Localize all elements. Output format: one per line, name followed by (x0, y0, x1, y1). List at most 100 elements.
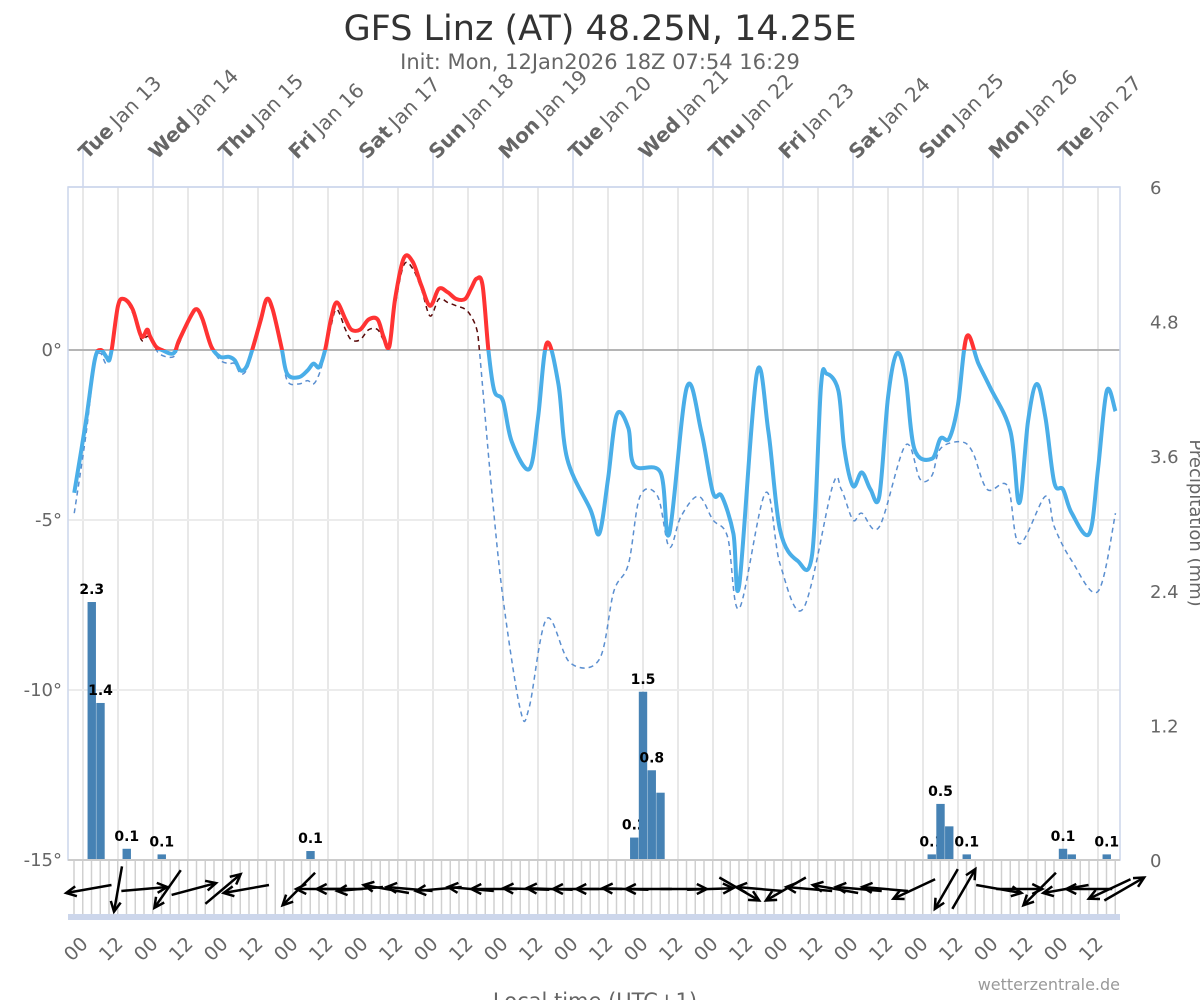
wind-arrow (109, 866, 124, 915)
precip-bar (1058, 848, 1068, 860)
wind-arrow-shaft (204, 873, 242, 905)
day-weekday: Wed (634, 112, 686, 164)
day-date: Jan 22 (735, 69, 798, 132)
hour-tick-label: 00 (970, 933, 1003, 966)
wind-arrow-head (1132, 876, 1147, 888)
wind-arrow-shaft (1088, 878, 1132, 900)
wind-arrow-shaft (223, 883, 270, 895)
hour-tick-label: 12 (235, 933, 268, 966)
hour-tick-label: 12 (165, 933, 198, 966)
temperature-axis: 0° -5° -10° -15° (24, 340, 62, 871)
wind-arrow-shaft (153, 869, 182, 909)
wind-arrow-head (599, 882, 614, 895)
wind-arrow (763, 876, 807, 902)
wind-arrow-shaft (835, 885, 882, 893)
precip-bar (630, 837, 639, 860)
precip-bar (647, 770, 656, 860)
wind-arrow-head (313, 882, 328, 896)
precipitation-tick-label: 6 (1150, 178, 1161, 199)
precip-bar-label: 2.3 (79, 582, 104, 598)
day-weekday: Tue (1054, 119, 1099, 164)
day-weekday: Wed (144, 112, 196, 164)
hour-tick-label: 00 (130, 933, 163, 966)
wind-arrow-head (1040, 885, 1055, 898)
precipitation-axis-title: Precipitation (mm) (1185, 439, 1200, 606)
precip-bar-label: 0.1 (1051, 829, 1076, 845)
hour-tick-label: 00 (900, 933, 933, 966)
day-date: Jan 19 (530, 65, 593, 128)
hour-tick-label: 12 (585, 933, 618, 966)
precip-bar-label: 1.5 (631, 672, 656, 688)
wind-arrow-head (500, 882, 515, 895)
wind-arrow-shaft (687, 886, 734, 892)
day-weekday: Sun (424, 116, 471, 163)
day-date: Jan 16 (306, 78, 369, 141)
wind-arrow-head (152, 896, 165, 911)
wind-arrow-head (109, 900, 122, 915)
wind-arrow-head (1086, 889, 1101, 901)
wind-arrow-shaft (765, 876, 807, 902)
precipitation-tick-label: 0 (1150, 851, 1161, 872)
precip-bar-label: 0.5 (928, 784, 953, 800)
wind-arrow-head (293, 882, 307, 896)
precip-bar (656, 792, 665, 860)
wind-arrow (1086, 878, 1132, 901)
chart-subtitle: Init: Mon, 12Jan2026 18Z 07:54 16:29 (400, 50, 800, 74)
precipitation-tick-label: 3.6 (1150, 447, 1179, 468)
hour-axis: 00 12 00 12 00 12 00 12 00 12 00 12 00 12 00 12 00 12 00 12… (60, 933, 1108, 966)
day-date: Jan 18 (456, 68, 519, 131)
wind-arrow-head (722, 882, 736, 895)
hour-tick-label: 12 (935, 933, 968, 966)
precip-bar (962, 854, 971, 860)
wind-arrow (204, 872, 243, 905)
hour-tick-label: 12 (725, 933, 758, 966)
precipitation-bars: 2.31.40.1 0.1 0.10.21.50.80.10.50.1 0.1 0.1 (79, 582, 1119, 860)
hour-tick-label: 00 (830, 933, 863, 966)
wind-arrow-shaft (933, 868, 959, 910)
precipitation-tick-label: 4.8 (1150, 313, 1179, 334)
wind-arrow-head (63, 885, 78, 898)
wind-arrow-shaft (1103, 876, 1145, 902)
precip-bar (122, 848, 131, 860)
credit-text: wetterzentrale.de (978, 975, 1120, 994)
wind-arrow (360, 880, 410, 895)
wind-arrow-head (810, 880, 824, 893)
wind-arrow (733, 881, 783, 894)
precip-bar (96, 702, 105, 860)
wind-arrow-shaft (1022, 871, 1057, 907)
wind-arrow-shaft (786, 885, 833, 893)
grid (68, 187, 1120, 861)
wind-arrow-head (413, 884, 427, 897)
precip-bar (638, 691, 648, 860)
hour-tick-label: 00 (270, 933, 303, 966)
hour-tick-label: 00 (690, 933, 723, 966)
temperature-tick-label: 0° (42, 340, 62, 361)
wind-arrow-head (623, 882, 637, 896)
day-date: Jan 13 (103, 71, 166, 134)
wind-arrow-head (965, 866, 977, 881)
day-date: Jan 23 (796, 78, 859, 141)
hour-tick-label: 00 (410, 933, 443, 966)
wind-arrow-shaft (951, 868, 977, 910)
hour-tick-label: 12 (445, 933, 478, 966)
precip-bar (1067, 854, 1076, 860)
wind-arrow-head (523, 882, 538, 895)
day-weekday: Tue (74, 119, 119, 164)
hour-tick-label: 00 (550, 933, 583, 966)
hour-tick-label: 00 (760, 933, 793, 966)
hour-tick-label: 12 (375, 933, 408, 966)
wind-arrow-head (468, 882, 482, 896)
temperature-tick-label: -15° (24, 850, 62, 871)
wind-arrow-head (229, 872, 243, 885)
wind-arrow (152, 869, 182, 911)
wind-arrow (220, 883, 270, 898)
wind-arrow (810, 880, 859, 895)
wind-arrow (1103, 876, 1147, 902)
day-date: Jan 15 (245, 69, 308, 132)
wind-arrow-head (833, 881, 847, 894)
wind-arrow-head (933, 897, 945, 912)
precip-bar-label: 0.1 (298, 831, 323, 847)
wind-arrow-shaft (121, 885, 168, 893)
precip-bar-label: 0.1 (114, 829, 139, 845)
